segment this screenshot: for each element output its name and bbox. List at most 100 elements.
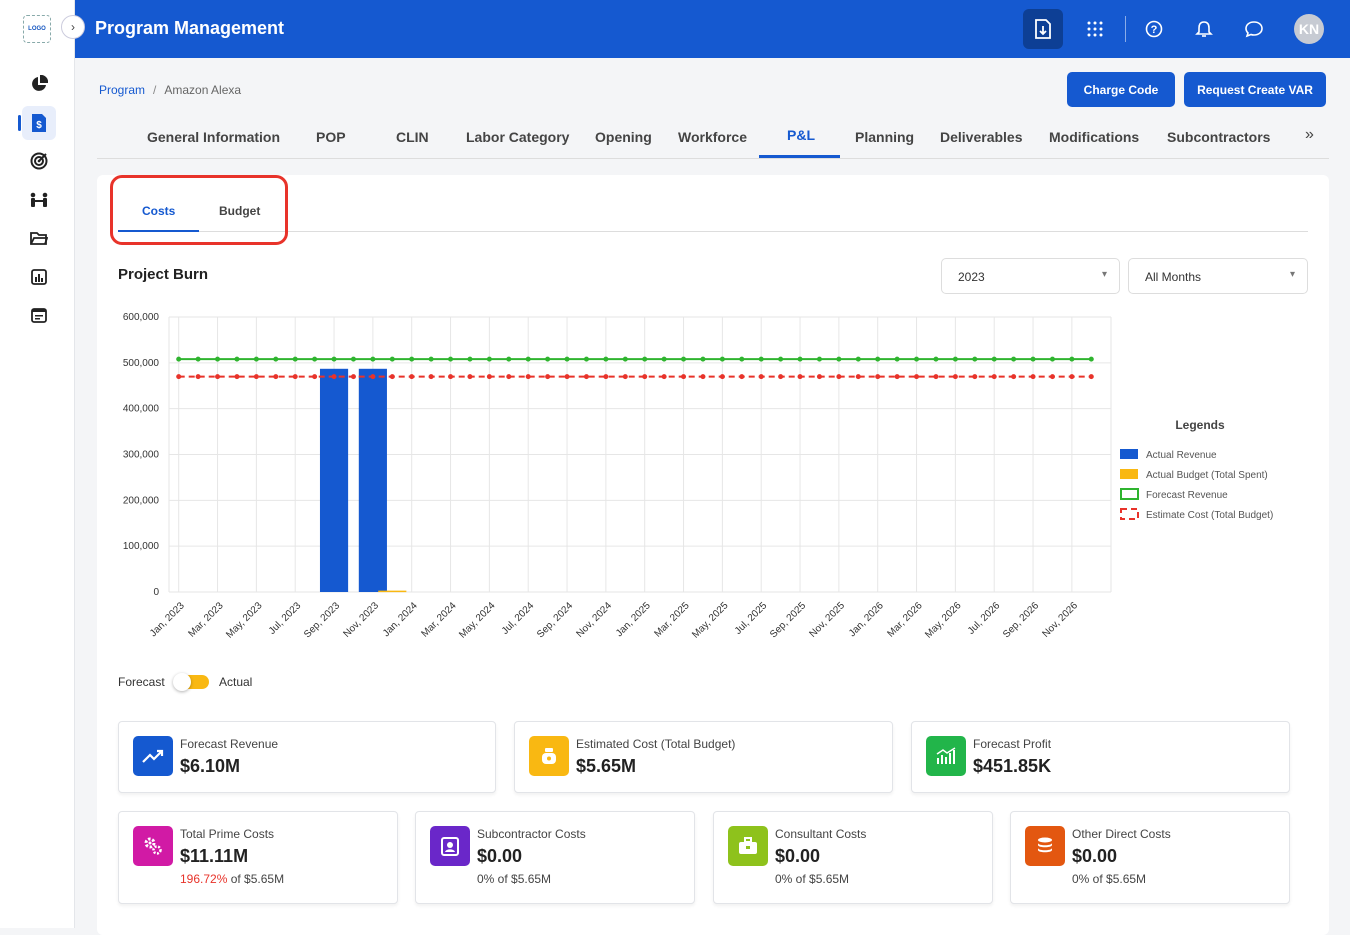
- line-point: [195, 374, 201, 380]
- toggle-knob: [173, 673, 191, 691]
- tab-modifications[interactable]: Modifications: [1049, 129, 1140, 145]
- stat-percent: 196.72%: [180, 872, 228, 886]
- program-tabs: General Information POP CLIN Labor Categ…: [97, 116, 1329, 159]
- coins-stack-icon: [1025, 826, 1065, 866]
- billing-document-icon[interactable]: $: [18, 106, 56, 140]
- stat-percent: 0%: [477, 872, 495, 886]
- tab-pnl[interactable]: P&L: [787, 127, 815, 143]
- x-tick-label: Mar, 2025: [652, 600, 692, 640]
- line-point: [409, 356, 415, 362]
- stat-value: $451.85K: [973, 756, 1052, 776]
- months-select[interactable]: All Months ▾: [1128, 258, 1308, 294]
- line-point: [661, 374, 667, 380]
- line-point: [273, 356, 279, 362]
- x-tick-label: Jan, 2024: [381, 600, 420, 639]
- trend-up-icon: [133, 736, 173, 776]
- line-point: [467, 374, 473, 380]
- line-point: [816, 356, 822, 362]
- line-point: [564, 356, 570, 362]
- x-tick-label: Jul, 2023: [267, 600, 304, 637]
- sidebar: LOGO $: [0, 0, 75, 928]
- line-point: [312, 374, 318, 380]
- tab-labor-category[interactable]: Labor Category: [466, 129, 570, 145]
- line-point: [1011, 374, 1017, 380]
- more-tabs-button[interactable]: »: [1305, 126, 1314, 143]
- stat-percent: 0%: [775, 872, 793, 886]
- x-tick-label: Jan, 2023: [148, 600, 187, 639]
- top-bar: Program Management ? KN: [75, 0, 1350, 58]
- line-point: [719, 356, 725, 362]
- folder-icon[interactable]: [22, 221, 56, 255]
- y-tick-label: 0: [153, 587, 159, 598]
- toggle-label-actual: Actual: [219, 675, 253, 689]
- apps-grid-icon[interactable]: [1075, 9, 1115, 49]
- breadcrumb-current: Amazon Alexa: [164, 83, 242, 97]
- subtab-budget[interactable]: Budget: [219, 204, 261, 218]
- legend-swatch: [1120, 488, 1139, 500]
- line-point: [234, 356, 240, 362]
- target-icon[interactable]: [22, 144, 56, 178]
- x-tick-label: Jan, 2026: [847, 600, 886, 639]
- legend-label: Estimate Cost (Total Budget): [1146, 510, 1273, 521]
- request-create-var-button[interactable]: Request Create VAR: [1184, 72, 1326, 107]
- line-point: [952, 356, 958, 362]
- y-tick-label: 400,000: [123, 404, 160, 415]
- notification-bell-icon[interactable]: [1184, 9, 1224, 49]
- y-tick-label: 600,000: [123, 312, 160, 323]
- help-icon[interactable]: ?: [1134, 9, 1174, 49]
- tab-pop[interactable]: POP: [316, 129, 346, 145]
- stat-label: Subcontractor Costs: [477, 827, 586, 841]
- tab-opening[interactable]: Opening: [595, 129, 652, 145]
- line-point: [603, 374, 609, 380]
- stat-subtext: 0% of $5.65M: [1072, 872, 1146, 886]
- line-point: [583, 356, 589, 362]
- download-document-icon[interactable]: [1023, 9, 1063, 49]
- line-point: [215, 374, 221, 380]
- charge-code-button[interactable]: Charge Code: [1067, 72, 1175, 107]
- line-point: [739, 356, 745, 362]
- calendar-icon[interactable]: [22, 298, 56, 332]
- x-tick-label: Jan, 2025: [614, 600, 653, 639]
- app-logo[interactable]: LOGO: [23, 15, 51, 43]
- line-point: [176, 374, 182, 380]
- chat-icon[interactable]: [1234, 9, 1274, 49]
- tab-subcontractors[interactable]: Subcontractors: [1167, 129, 1271, 145]
- line-point: [389, 374, 395, 380]
- x-tick-label: Mar, 2023: [186, 600, 226, 640]
- stat-label: Estimated Cost (Total Budget): [576, 737, 736, 751]
- bar-report-icon[interactable]: [22, 260, 56, 294]
- tab-deliverables[interactable]: Deliverables: [940, 129, 1023, 145]
- y-tick-label: 300,000: [123, 450, 160, 461]
- legend-swatch: [1120, 508, 1139, 520]
- line-point: [234, 374, 240, 380]
- tab-planning[interactable]: Planning: [855, 129, 915, 145]
- project-burn-chart: 0 100,000 200,000 300,000 400,000 500,000 600,…: [123, 312, 1273, 641]
- team-icon[interactable]: [22, 183, 56, 217]
- user-avatar[interactable]: KN: [1294, 14, 1324, 44]
- line-point: [642, 356, 648, 362]
- bar: [319, 368, 349, 592]
- tab-workforce[interactable]: Workforce: [678, 129, 747, 145]
- subtab-costs[interactable]: Costs: [142, 204, 176, 218]
- line-point: [914, 374, 920, 380]
- line-point: [331, 356, 337, 362]
- pie-chart-icon[interactable]: [22, 67, 56, 101]
- forecast-actual-toggle[interactable]: [173, 673, 209, 691]
- stat-forecast-revenue: Forecast Revenue $6.10M: [118, 721, 496, 793]
- tab-general-information[interactable]: General Information: [147, 129, 281, 145]
- sidebar-toggle-button[interactable]: ›: [61, 15, 85, 39]
- year-select[interactable]: 2023 ▾: [941, 258, 1120, 294]
- stat-value: $0.00: [477, 846, 523, 866]
- line-point: [797, 374, 803, 380]
- x-tick-label: Jul, 2025: [733, 600, 770, 637]
- breadcrumb-program-link[interactable]: Program: [99, 83, 146, 97]
- line-point: [991, 374, 997, 380]
- line-point: [855, 356, 861, 362]
- line-point: [622, 374, 628, 380]
- line-point: [836, 356, 842, 362]
- y-tick-label: 500,000: [123, 358, 160, 369]
- tab-clin[interactable]: CLIN: [396, 129, 429, 145]
- stat-of-total: of $5.65M: [792, 872, 850, 886]
- line-point: [176, 356, 182, 362]
- breadcrumb: Program / Amazon Alexa: [99, 83, 241, 97]
